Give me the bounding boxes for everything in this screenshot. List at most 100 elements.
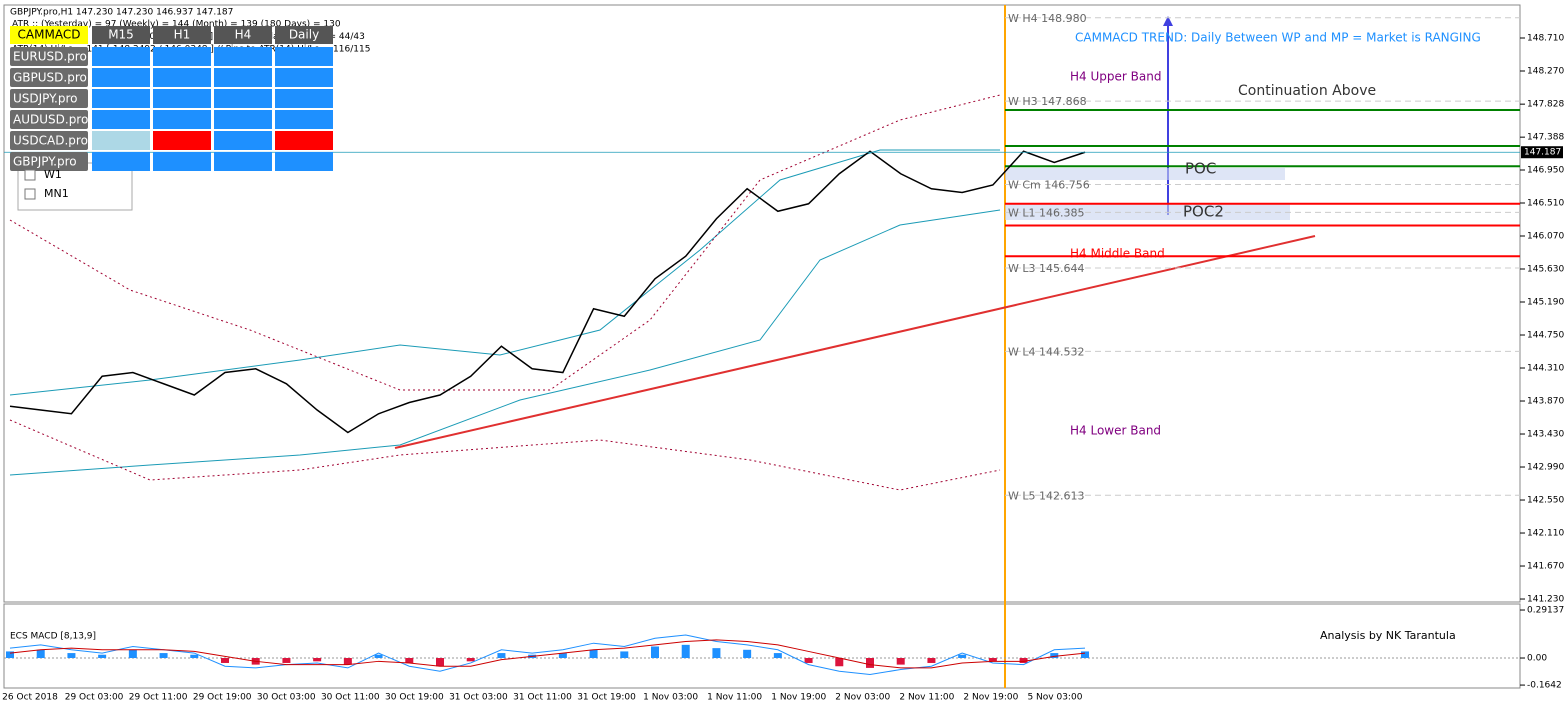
signal-cell (214, 68, 272, 87)
macd-bar (159, 653, 168, 659)
x-tick-label: 2 Nov 19:00 (963, 693, 1018, 703)
y-tick-label: 142.110 (1527, 529, 1564, 539)
macd-bar (988, 658, 997, 662)
y-tick-label: 147.388 (1527, 133, 1564, 143)
signal-cell (214, 110, 272, 129)
signal-cell (153, 89, 211, 108)
macd-bar (1019, 658, 1028, 663)
symbol-label: AUDUSD.pro (13, 113, 88, 127)
macd-bar (343, 658, 352, 665)
price-line (9, 150, 1086, 434)
signal-cell (153, 152, 211, 171)
macd-main (9, 634, 1086, 675)
macd-bar (36, 649, 45, 659)
annotation: POC (1185, 160, 1216, 178)
macd-title: ECS MACD [8,13,9] (10, 632, 96, 642)
title-bar: GBPJPY.pro,H1 147.230 147.230 146.937 14… (10, 8, 233, 18)
symbol-cell[interactable] (10, 68, 88, 87)
macd-bar (589, 649, 598, 659)
y-tick-label: 146.510 (1527, 199, 1564, 209)
y-tick-label: 0.29137 (1527, 606, 1564, 616)
trend-line (394, 235, 1316, 449)
level-label: W Cm 146.756 (1008, 179, 1090, 192)
x-tick-label: 31 Oct 03:00 (449, 693, 508, 703)
x-tick-label: 29 Oct 03:00 (65, 693, 124, 703)
signal-cell (92, 152, 150, 171)
signal-cell (275, 68, 333, 87)
macd-bar (773, 653, 782, 659)
y-tick-label: 146.070 (1527, 232, 1564, 242)
band-label: H4 Upper Band (1070, 70, 1161, 84)
bollinger-upper (9, 149, 1000, 396)
main-pane (3, 4, 1521, 603)
header-label: M15 (108, 28, 134, 42)
x-tick-label: 29 Oct 11:00 (129, 693, 188, 703)
header-cell (153, 26, 211, 44)
x-tick-label: 2 Nov 03:00 (835, 693, 890, 703)
macd-signal (9, 639, 1086, 669)
symbol-cell[interactable] (10, 47, 88, 66)
signal-cell (214, 152, 272, 171)
x-tick-label: 1 Nov 11:00 (707, 693, 762, 703)
poc-zone (1005, 168, 1285, 180)
y-tick-label: 142.990 (1527, 463, 1564, 473)
symbol-cell[interactable] (10, 152, 88, 171)
checkbox[interactable] (24, 169, 36, 181)
macd-bar (651, 646, 659, 659)
y-tick-label: 141.670 (1527, 562, 1564, 572)
macd-bar (866, 658, 874, 668)
level-label: W H3 147.868 (1008, 95, 1087, 108)
symbol-label: USDJPY.pro (13, 92, 78, 106)
header-cell (92, 26, 150, 44)
x-tick-label: 29 Oct 19:00 (193, 693, 252, 703)
symbol-cell[interactable] (10, 110, 88, 129)
y-tick-label: 147.828 (1527, 100, 1564, 110)
level-label: W L5 142.613 (1008, 489, 1084, 502)
level-label: W L3 145.644 (1008, 262, 1084, 275)
macd-bar (67, 653, 76, 659)
symbol-cell[interactable] (10, 89, 88, 108)
header-cell (275, 26, 333, 44)
y-tick-label: 142.550 (1527, 496, 1564, 506)
x-tick-label: 30 Oct 11:00 (321, 693, 380, 703)
y-tick-label: 148.710 (1527, 34, 1564, 44)
macd-bar (405, 658, 414, 663)
x-tick-label: 31 Oct 11:00 (513, 693, 572, 703)
y-tick-label: -0.1642 (1527, 681, 1562, 691)
header-cell (214, 26, 272, 44)
signal-cell (92, 110, 150, 129)
symbol-label: USDCAD.pro (13, 134, 88, 148)
macd-bar (620, 651, 629, 659)
x-tick-label: 5 Nov 03:00 (1027, 693, 1082, 703)
symbol-label: EURUSD.pro (13, 50, 87, 64)
y-tick-label: 141.230 (1527, 595, 1564, 605)
signal-cell (153, 68, 211, 87)
symbol-cell[interactable] (10, 131, 88, 150)
macd-bar (436, 658, 444, 667)
level-label: W H4 148.980 (1008, 12, 1087, 25)
current-price-box (1521, 146, 1563, 159)
macd-bar (282, 658, 291, 663)
y-tick-label: 145.630 (1527, 265, 1564, 275)
x-tick-label: 30 Oct 03:00 (257, 693, 316, 703)
macd-bar (743, 649, 752, 659)
macd-bar (497, 653, 506, 659)
band-label: H4 Lower Band (1070, 424, 1161, 438)
x-tick-label: 26 Oct 2018 (2, 693, 58, 703)
macd-bar (1081, 651, 1089, 659)
signal-cell (275, 152, 333, 171)
y-tick-label: 143.430 (1527, 430, 1564, 440)
current-price: 147.187 (1524, 148, 1561, 158)
y-tick-label: 144.310 (1527, 364, 1564, 374)
macd-bar (896, 658, 905, 665)
y-tick-label: 146.950 (1527, 166, 1564, 176)
macd-pane (3, 603, 1521, 689)
checkbox[interactable] (24, 188, 36, 200)
header-label: Daily (289, 28, 319, 42)
header-label: H4 (235, 28, 252, 42)
annotation: CAMMACD TREND: Daily Between WP and MP =… (1075, 31, 1481, 45)
signal-cell (153, 110, 211, 129)
macd-bar (712, 648, 721, 659)
macd-bar (374, 654, 383, 659)
timeframe-label: MN1 (44, 187, 69, 200)
